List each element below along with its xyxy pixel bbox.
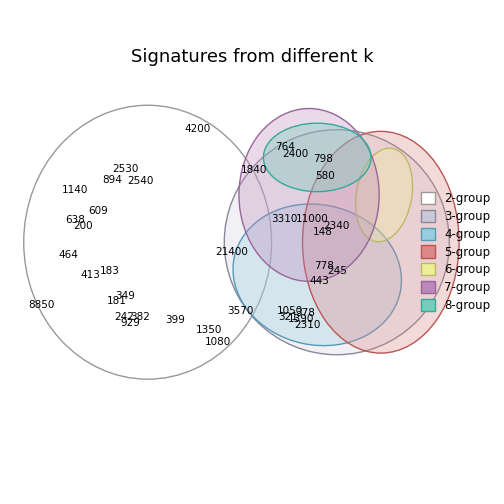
Text: 148: 148 — [312, 227, 332, 237]
Text: 894: 894 — [102, 174, 122, 184]
Text: 242: 242 — [114, 311, 134, 322]
Text: 798: 798 — [313, 154, 333, 164]
Text: 1080: 1080 — [205, 337, 231, 347]
Text: 764: 764 — [275, 142, 295, 152]
Text: 1840: 1840 — [241, 165, 268, 175]
Text: 1050: 1050 — [277, 306, 303, 316]
Text: 609: 609 — [89, 206, 108, 216]
Text: 378: 378 — [295, 308, 316, 318]
Ellipse shape — [233, 204, 401, 346]
Text: 1390: 1390 — [287, 314, 314, 325]
Ellipse shape — [355, 148, 413, 242]
Text: 2400: 2400 — [283, 149, 309, 159]
Text: 2530: 2530 — [112, 164, 138, 174]
Ellipse shape — [239, 108, 379, 281]
Text: 443: 443 — [309, 276, 329, 286]
Title: Signatures from different k: Signatures from different k — [131, 47, 373, 66]
Text: 1350: 1350 — [196, 325, 222, 335]
Text: 413: 413 — [81, 270, 100, 280]
Text: 778: 778 — [314, 262, 334, 271]
Ellipse shape — [224, 130, 449, 355]
Text: 3310: 3310 — [271, 214, 297, 224]
Text: 2310: 2310 — [294, 320, 321, 330]
Text: 11000: 11000 — [296, 214, 329, 224]
Text: 580: 580 — [316, 171, 335, 181]
Text: 929: 929 — [120, 318, 141, 328]
Text: 8850: 8850 — [28, 300, 54, 310]
Text: 638: 638 — [65, 215, 85, 225]
Text: 382: 382 — [130, 311, 150, 322]
Text: 183: 183 — [100, 267, 119, 276]
Text: 21400: 21400 — [216, 247, 248, 257]
Legend: 2-group, 3-group, 4-group, 5-group, 6-group, 7-group, 8-group: 2-group, 3-group, 4-group, 5-group, 6-gr… — [417, 188, 494, 316]
Text: 3570: 3570 — [227, 306, 254, 316]
Text: 245: 245 — [327, 267, 347, 276]
Text: 1140: 1140 — [62, 185, 88, 195]
Text: 349: 349 — [115, 291, 135, 301]
Ellipse shape — [302, 132, 459, 353]
Text: 2340: 2340 — [323, 221, 349, 231]
Text: 4200: 4200 — [184, 124, 211, 135]
Ellipse shape — [264, 123, 371, 192]
Text: 464: 464 — [58, 250, 79, 260]
Text: 2540: 2540 — [127, 175, 153, 185]
Text: 321: 321 — [278, 312, 298, 322]
Text: 200: 200 — [74, 221, 93, 231]
Text: 399: 399 — [165, 315, 184, 325]
Text: 181: 181 — [107, 296, 127, 306]
